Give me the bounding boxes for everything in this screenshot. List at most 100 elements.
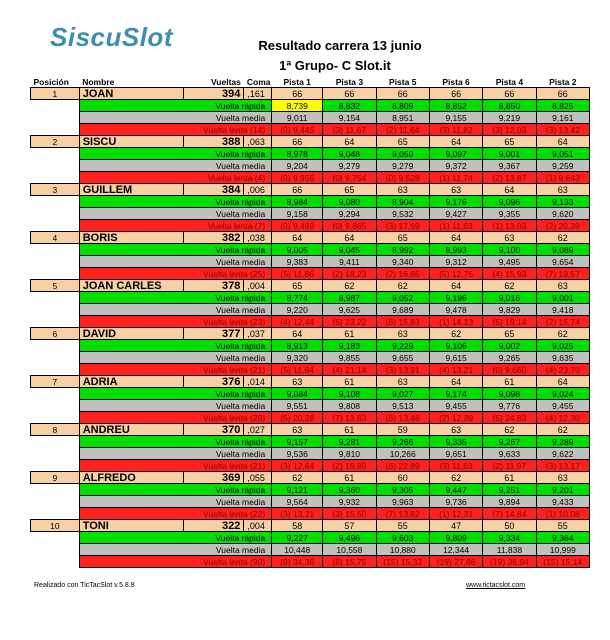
mean-lap-value: 9,513	[375, 399, 430, 412]
driver-row: 7 ADRIA 376,014 63 61 63 64 61 64	[30, 375, 591, 388]
fast-lap-row: Vuelta rápida 8,913 9,183 9,229 9,106 9,002 9,…	[30, 339, 591, 352]
position-cell: 2	[30, 135, 80, 148]
slow-lap-value: (5) 19,14	[482, 315, 537, 328]
mean-lap-value: 9,158	[271, 207, 324, 220]
fast-lap-value: 9,005	[271, 243, 324, 256]
slow-lap-row: Vuelta lenta (21) (5) 11,84 (4) 21,14 (3) 1…	[30, 363, 591, 376]
mean-lap-value: 9,622	[535, 447, 591, 460]
fast-lap-row: Vuelta rápida 8,774 8,987 9,052 9,196 9,016 9,…	[30, 291, 591, 304]
siscuslot-logo: SiscuSlot	[50, 22, 173, 52]
track-laps: 64	[322, 231, 377, 244]
total-laps: 370	[183, 423, 245, 436]
mean-lap-value: 9,651	[428, 447, 484, 460]
coma-value: ,006	[243, 183, 273, 196]
fast-lap-value: 9,281	[322, 435, 377, 448]
mean-lap-value: 9,736	[428, 495, 484, 508]
slow-lap-value: (5) 12,75	[428, 267, 484, 280]
mean-lap-value: 10,880	[375, 543, 430, 556]
position-cell: 4	[30, 231, 80, 244]
slow-lap-value: (5) 24,83	[482, 411, 537, 424]
total-laps: 369	[183, 471, 245, 484]
coma-value: ,055	[243, 471, 273, 484]
slow-lap-value: (0) 9,754	[322, 171, 377, 184]
total-laps: 394	[183, 87, 245, 100]
slow-lap-row: Vuelta lenta (21) (3) 12,64 (2) 19,89 (6) 2…	[30, 459, 591, 472]
track-laps: 62	[271, 471, 324, 484]
mean-lap-label: Vuelta media	[78, 255, 273, 268]
slow-lap-value: (3) 13,21	[271, 507, 324, 520]
fast-lap-value: 9,251	[482, 483, 537, 496]
mean-lap-value: 9,155	[428, 111, 484, 124]
mean-lap-value: 9,615	[428, 351, 484, 364]
mean-lap-row: Vuelta media 9,383 9,411 9,340 9,312 9,495 9,6…	[30, 255, 591, 268]
fast-lap-value: 8,852	[428, 99, 484, 112]
fast-lap-value: 9,196	[428, 291, 484, 304]
slow-lap-value: (8) 15,75	[322, 555, 377, 568]
slow-lap-value: (0) 9,445	[271, 123, 324, 136]
mean-lap-value: 9,320	[271, 351, 324, 364]
mean-lap-row: Vuelta media 9,220 9,625 9,689 9,478 9,829 9,4…	[30, 303, 591, 316]
track-laps: 61	[322, 375, 377, 388]
mean-lap-row: Vuelta media 10,448 10,558 10,880 12,344 11,8…	[30, 543, 591, 556]
mean-lap-value: 9,154	[322, 111, 377, 124]
track-laps: 66	[375, 87, 430, 100]
slow-lap-row: Vuelta lenta (23) (4) 12,44 (5) 23,22 (6) 1…	[30, 315, 591, 328]
fast-lap-value: 9,051	[535, 147, 591, 160]
track-laps: 63	[271, 375, 324, 388]
mean-lap-value: 9,655	[375, 351, 430, 364]
track-laps: 59	[375, 423, 430, 436]
fast-lap-value: 9,001	[482, 147, 537, 160]
coma-value: ,037	[243, 327, 273, 340]
slow-lap-value: (3) 11,67	[322, 123, 377, 136]
fast-lap-row: Vuelta rápida 9,227 9,496 9,603 9,809 9,334 9,…	[30, 531, 591, 544]
slow-lap-value: (19) 36,94	[482, 555, 537, 568]
track-laps: 64	[428, 375, 484, 388]
mean-lap-row: Vuelta media 9,320 9,855 9,655 9,615 9,265 9,6…	[30, 351, 591, 364]
mean-lap-value: 9,551	[271, 399, 324, 412]
mean-lap-value: 9,383	[271, 255, 324, 268]
track-laps: 64	[428, 135, 484, 148]
mean-lap-label: Vuelta media	[78, 303, 273, 316]
fast-lap-value: 9,183	[322, 339, 377, 352]
mean-lap-value: 9,355	[482, 207, 537, 220]
fast-lap-row: Vuelta rápida 8,978 9,048 9,050 9,097 9,001 9,…	[30, 147, 591, 160]
position-cell: 10	[30, 519, 80, 532]
fast-lap-value: 8,993	[428, 243, 484, 256]
mean-lap-value: 9,808	[322, 399, 377, 412]
slow-lap-value: (5) 20,28	[271, 411, 324, 424]
driver-row: 5 JOAN CARLES 378,004 65 62 62 64 62 63	[30, 279, 591, 292]
driver-name: ANDREU	[78, 423, 185, 436]
fast-lap-value: 9,176	[428, 195, 484, 208]
track-laps: 66	[271, 183, 324, 196]
slow-lap-label: Vuelta lenta (29)	[78, 411, 273, 424]
fast-lap-value: 9,133	[535, 195, 591, 208]
position-cell: 3	[30, 183, 80, 196]
mean-lap-row: Vuelta media 9,011 9,154 8,951 9,155 9,219 9,1…	[30, 111, 591, 124]
slow-lap-value: (3) 13,42	[535, 123, 591, 136]
slow-lap-value: (4) 21,14	[322, 363, 377, 376]
fast-lap-value: 8,913	[271, 339, 324, 352]
slow-lap-value: (3) 15,50	[322, 507, 377, 520]
slow-lap-label: Vuelta lenta (22)	[78, 507, 273, 520]
fast-lap-value: 8,850	[482, 99, 537, 112]
results-table: Posición Nombre Vueltas Coma Pista 1 Pis…	[30, 76, 591, 568]
col-track: Pista 6	[442, 76, 470, 87]
fast-lap-value: 9,097	[428, 147, 484, 160]
fast-lap-value: 9,121	[271, 483, 324, 496]
fast-lap-row: Vuelta rápida 9,157 9,281 9,266 9,335 9,267 9,…	[30, 435, 591, 448]
fast-lap-value: 9,024	[535, 387, 591, 400]
position-cell: 1	[30, 87, 80, 100]
coma-value: ,063	[243, 135, 273, 148]
mean-lap-value: 9,161	[535, 111, 591, 124]
coma-value: ,038	[243, 231, 273, 244]
col-track: Pista 1	[283, 76, 311, 87]
footer-link[interactable]: www.tictacslot.com	[466, 582, 526, 589]
mean-lap-value: 9,478	[428, 303, 484, 316]
fast-lap-value: 9,106	[428, 339, 484, 352]
slow-lap-value: (6) 15,83	[375, 315, 430, 328]
track-laps: 62	[428, 471, 484, 484]
slow-lap-value: (1) 11,74	[428, 171, 484, 184]
slow-lap-value: (2) 11,97	[482, 459, 537, 472]
slow-lap-value: (4) 15,93	[482, 267, 537, 280]
mean-lap-value: 9,963	[375, 495, 430, 508]
